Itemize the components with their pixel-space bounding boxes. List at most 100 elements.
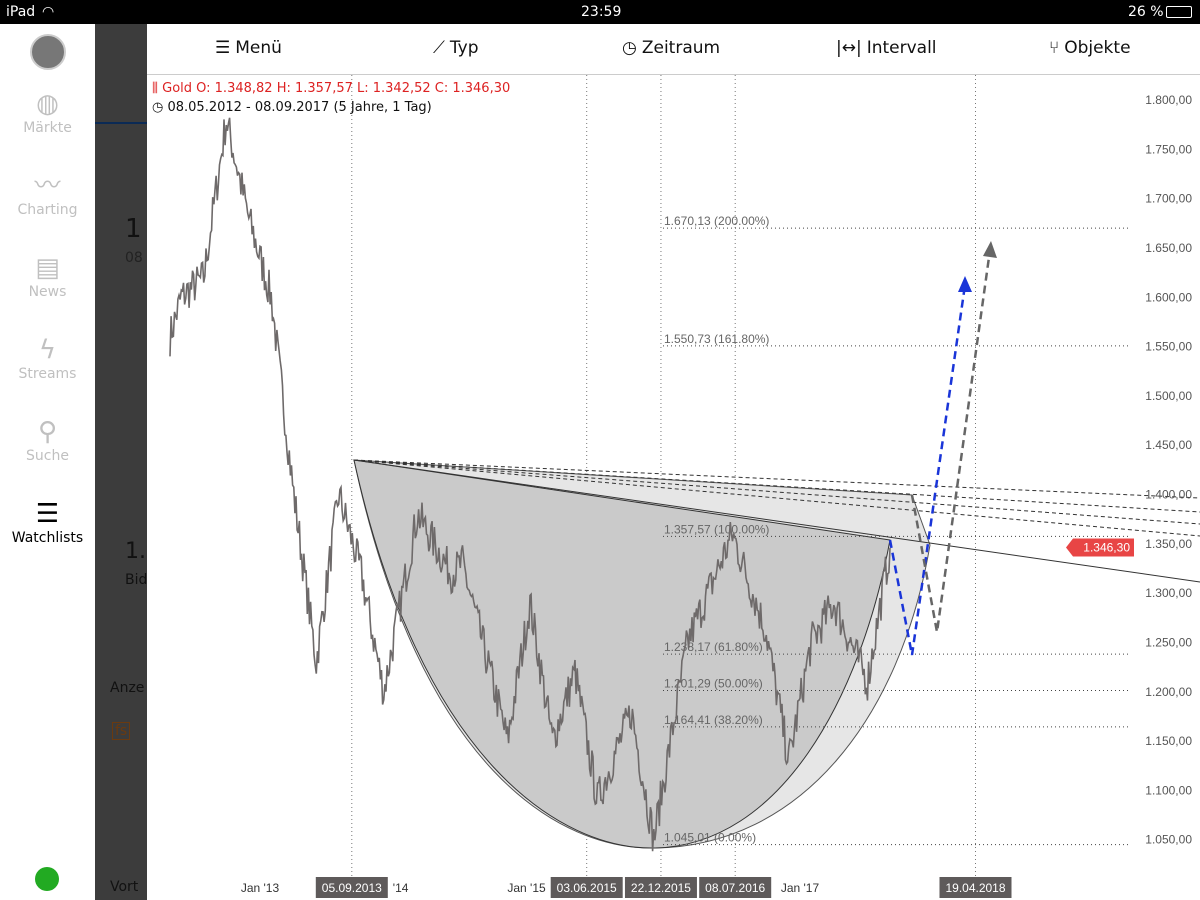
marker-date-badge (939, 877, 1012, 898)
label: Watchlists (11, 530, 84, 546)
y-tick-label: 1.050,00 (1145, 833, 1192, 847)
y-tick-label: 1.100,00 (1145, 783, 1192, 797)
marker-date-label: 22.12.2015 (631, 881, 691, 895)
news-icon: ▤ (35, 253, 60, 283)
device-label: iPad (6, 4, 36, 20)
sidebar-item-watchlists[interactable]: ☰ Watchlists (0, 498, 95, 546)
axes: 1.800,00 1.750,00 1.700,00 1.650,00 1.600,00… (147, 93, 1200, 900)
y-tick-label: 1.300,00 (1145, 586, 1192, 600)
hamburger-icon: ☰ (215, 38, 231, 58)
clock: 23:59 (581, 4, 622, 20)
y-tick-label: 1.250,00 (1145, 635, 1192, 649)
underlay-text: 1. (125, 539, 146, 564)
range-text: 08.05.2012 - 08.09.2017 (5 Jahre, 1 Tag) (167, 100, 432, 115)
menu-button[interactable]: ☰ Menü (215, 38, 282, 58)
objects-icon: ⑂ (1049, 38, 1060, 58)
clock-icon: ◷ (152, 100, 168, 115)
fib-level-label: 1.670,13 (200.00%) (664, 214, 769, 228)
cup-inner-shape (353, 459, 891, 849)
interval-button[interactable]: |↔| Intervall (836, 38, 937, 58)
objects-button[interactable]: ⑂ Objekte (1049, 38, 1131, 58)
label: Märkte (23, 120, 72, 136)
sidebar: ◍ Märkte 〰 Charting ▤ News ϟ Streams ⚲ Suche … (0, 24, 95, 900)
trendline (353, 459, 1200, 525)
marker-date-badge (699, 877, 772, 898)
period-button[interactable]: ◷ Zeitraum (622, 38, 720, 58)
y-tick-label: 1.400,00 (1145, 488, 1192, 502)
x-tick-label: Jan '15 (507, 881, 546, 895)
chart-toolbar: ☰ Menü ⟋ Typ ◷ Zeitraum |↔| Intervall ⑂ Objek… (147, 24, 1200, 75)
underlay-text: Vort (110, 879, 139, 895)
fib-level-label: 1.164,41 (38.20%) (664, 713, 763, 727)
candles-icon: ⫼ (152, 81, 163, 96)
marker-date-label: 03.06.2015 (557, 881, 617, 895)
underlay-text: Bid (125, 572, 147, 588)
battery-percent: 26 % (1128, 4, 1164, 20)
interval-icon: |↔| (836, 38, 862, 58)
trendline (353, 459, 1200, 499)
marker-date-label: 19.04.2018 (945, 881, 1005, 895)
y-tick-label: 1.200,00 (1145, 685, 1192, 699)
sidebar-item-suche[interactable]: ⚲ Suche (0, 416, 95, 464)
sidebar-item-streams[interactable]: ϟ Streams (0, 334, 95, 382)
label: Charting (17, 202, 78, 218)
y-tick-label: 1.450,00 (1145, 438, 1192, 452)
y-tick-label: 1.650,00 (1145, 241, 1192, 255)
x-tick-label: Jan '13 (241, 881, 280, 895)
wifi-icon: ◠ (42, 4, 55, 20)
label: Objekte (1064, 38, 1131, 58)
lightning-icon: ϟ (38, 335, 57, 365)
marker-date-label: 08.07.2016 (705, 881, 765, 895)
y-tick-label: 1.800,00 (1145, 93, 1192, 107)
ohlc-readout: ⫼ Gold O: 1.348,82 H: 1.357,57 L: 1.342,… (152, 81, 510, 96)
trendline (353, 459, 1200, 537)
label: Typ (449, 38, 479, 58)
last-price-badge (1066, 538, 1134, 557)
fib-level-label: 1.238,17 (61.80%) (664, 640, 763, 654)
sidebar-item-charting[interactable]: 〰 Charting (0, 170, 95, 218)
clock-icon: ◷ (622, 38, 637, 58)
divider (95, 122, 147, 124)
last-price: 1.346,30 (1066, 538, 1134, 557)
range-readout: ◷ 08.05.2012 - 08.09.2017 (5 Jahre, 1 Ta… (152, 100, 432, 115)
neckline (353, 459, 1200, 583)
marker-date-badge (550, 877, 623, 898)
y-tick-label: 1.700,00 (1145, 192, 1192, 206)
label: Menü (235, 38, 282, 58)
label: Suche (26, 448, 69, 464)
fibonacci-levels: 1.670,13 (200.00%) 1.550,73 (161.80%) 1.35… (663, 214, 1130, 846)
y-tick-label: 1.500,00 (1145, 389, 1192, 403)
y-tick-label: 1.600,00 (1145, 290, 1192, 304)
projection-gray (910, 249, 992, 633)
fib-level-label: 1.201,29 (50.00%) (664, 676, 763, 690)
y-tick-label: 1.350,00 (1145, 537, 1192, 551)
last-price-label: 1.346,30 (1083, 540, 1130, 554)
marker-date-badge (624, 877, 697, 898)
trendlines (353, 459, 1200, 583)
trendline (353, 459, 1200, 513)
list-icon: ☰ (35, 499, 60, 529)
projection-blue (888, 284, 967, 656)
arrow-head-gray (983, 241, 997, 258)
label: News (28, 284, 67, 300)
line-chart-icon: ⟋ (433, 38, 445, 58)
fib-level-label: 1.045,01 (0.00%) (664, 831, 756, 845)
chart-icon: 〰 (34, 171, 61, 201)
type-button[interactable]: ⟋ Typ (433, 38, 479, 58)
label: Intervall (866, 38, 937, 58)
sidebar-item-maerkte[interactable]: ◍ Märkte (0, 88, 95, 136)
status-bar: iPad ◠ 23:59 26 % (0, 0, 1200, 24)
battery-icon (1166, 6, 1192, 18)
x-tick-label: Jan '17 (781, 881, 820, 895)
y-tick-label: 1.150,00 (1145, 734, 1192, 748)
search-icon: ⚲ (37, 417, 58, 447)
sidebar-item-news[interactable]: ▤ News (0, 252, 95, 300)
background-detail-view: 1 08 1. Bid Anze fs Vort (95, 24, 147, 900)
avatar[interactable] (30, 34, 66, 70)
y-tick-label: 1.550,00 (1145, 340, 1192, 354)
underlay-text: 08 (125, 250, 143, 266)
label: Streams (18, 366, 77, 382)
underlay-text: fs (112, 722, 131, 740)
marker-date-label: 05.09.2013 (322, 881, 382, 895)
